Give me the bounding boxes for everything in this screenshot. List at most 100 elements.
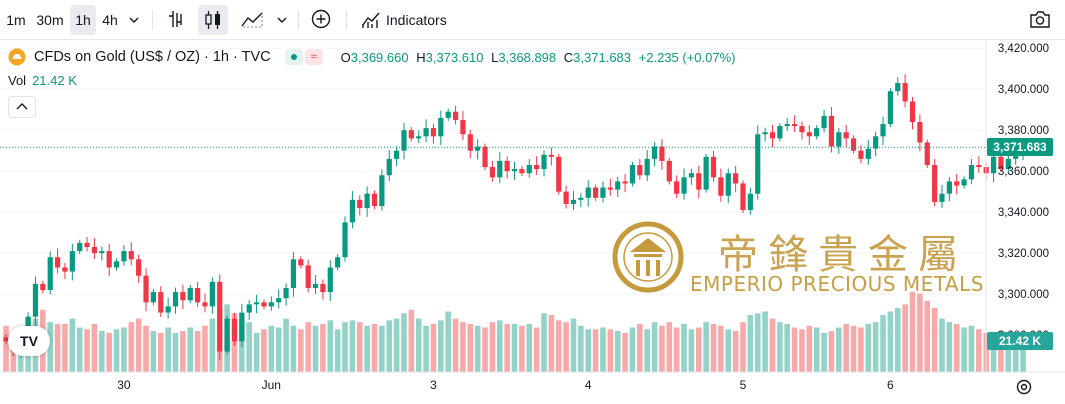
candle	[416, 130, 422, 143]
candle	[843, 124, 849, 148]
volume-label: Vol	[8, 73, 27, 88]
volume-bar	[261, 329, 267, 372]
volume-bar	[725, 329, 732, 372]
candle	[172, 287, 179, 314]
volume-bar	[275, 327, 282, 372]
close-value: 3,371.683	[573, 49, 632, 65]
candle	[1005, 152, 1011, 174]
chevron-up-icon	[16, 103, 28, 110]
volume-bar	[813, 327, 820, 372]
interval-1h[interactable]: 1h	[70, 5, 96, 35]
plus-circle-icon[interactable]	[310, 8, 332, 30]
indicators-button[interactable]: Indicators	[386, 12, 447, 28]
area-chart-icon[interactable]	[240, 8, 266, 30]
volume-bar	[1012, 334, 1019, 372]
candle	[976, 156, 982, 174]
candle	[268, 296, 274, 311]
watermark-english: EMPERIO PRECIOUS METALS	[690, 272, 984, 296]
volume-bar	[607, 329, 614, 372]
volume-bar	[209, 318, 216, 372]
candle	[828, 107, 835, 153]
volume-bar	[762, 311, 768, 372]
candle	[482, 143, 488, 171]
volume-bar	[356, 322, 363, 372]
bar-chart-icon[interactable]	[166, 8, 188, 30]
volume-bar	[555, 320, 562, 372]
volume-bar	[135, 318, 142, 372]
volume-bar	[799, 329, 805, 372]
candle	[84, 236, 90, 252]
volume-bar	[496, 320, 503, 372]
price-tick-label: 3,340.000	[998, 207, 1049, 219]
collapse-legend-button[interactable]	[8, 96, 36, 118]
volume-bar	[526, 323, 533, 372]
interval-4h[interactable]: 4h	[102, 12, 118, 28]
candle	[806, 124, 812, 146]
volume-bar	[54, 323, 61, 372]
candle	[77, 239, 83, 255]
interval-30m[interactable]: 30m	[36, 12, 64, 28]
candle	[401, 122, 407, 160]
volume-bar	[924, 300, 931, 372]
candle	[504, 156, 510, 179]
volume-bar	[732, 331, 739, 372]
chevron-down-icon[interactable]	[276, 14, 288, 26]
volume-bar	[880, 315, 886, 372]
volume-bar	[703, 322, 709, 372]
candle	[386, 150, 392, 182]
price-tick-label: 3,400.000	[998, 84, 1049, 96]
volume-bar	[629, 327, 636, 372]
candle	[136, 254, 142, 284]
volume-bar	[334, 329, 341, 372]
candle	[637, 159, 643, 180]
volume-bar	[69, 318, 76, 372]
candle	[320, 279, 326, 300]
volume-bar	[622, 332, 628, 372]
candle	[644, 150, 650, 182]
symbol-title[interactable]: CFDs on Gold (US$ / OZ) · 1h · TVC	[34, 49, 271, 65]
candle	[784, 118, 790, 131]
candle	[69, 243, 75, 281]
volume-bar	[718, 325, 724, 372]
market-status-pill[interactable]: ≈	[284, 49, 323, 65]
volume-bar	[91, 323, 98, 372]
candle	[733, 165, 739, 193]
volume-bar	[1005, 332, 1012, 372]
volume-bar	[688, 329, 695, 372]
volume-bar	[563, 322, 569, 372]
candle	[276, 289, 282, 309]
pause-icon: ≈	[304, 49, 323, 65]
candle	[674, 175, 680, 199]
candle	[954, 174, 960, 195]
candle	[998, 153, 1004, 173]
gold-symbol-icon	[8, 48, 26, 66]
volume-bar	[519, 325, 525, 372]
volume-bar	[998, 331, 1004, 372]
volume-bar	[961, 327, 967, 372]
candle	[180, 284, 186, 310]
candle	[312, 275, 319, 294]
camera-icon[interactable]	[1028, 8, 1052, 30]
volume-bar	[769, 318, 776, 372]
candles-button[interactable]	[198, 5, 228, 35]
candle	[327, 260, 333, 301]
volume-bar	[423, 325, 429, 372]
candle	[379, 169, 385, 211]
interval-1m[interactable]: 1m	[6, 12, 26, 28]
candle	[961, 176, 967, 189]
volume-bar	[585, 329, 592, 372]
volume-bar	[283, 318, 289, 372]
candle	[497, 152, 503, 184]
tradingview-logo[interactable]: TV	[8, 326, 50, 356]
settings-gear-icon[interactable]	[1015, 378, 1033, 396]
candle	[106, 243, 112, 277]
volume-bar	[460, 322, 466, 372]
volume-bar	[681, 323, 687, 372]
candle	[814, 125, 820, 140]
indicators-icon[interactable]	[360, 8, 382, 30]
volume-bar	[504, 323, 510, 372]
chevron-down-icon[interactable]	[128, 14, 140, 26]
volume-bar	[106, 332, 112, 372]
price-tick-label: 3,320.000	[998, 248, 1049, 260]
